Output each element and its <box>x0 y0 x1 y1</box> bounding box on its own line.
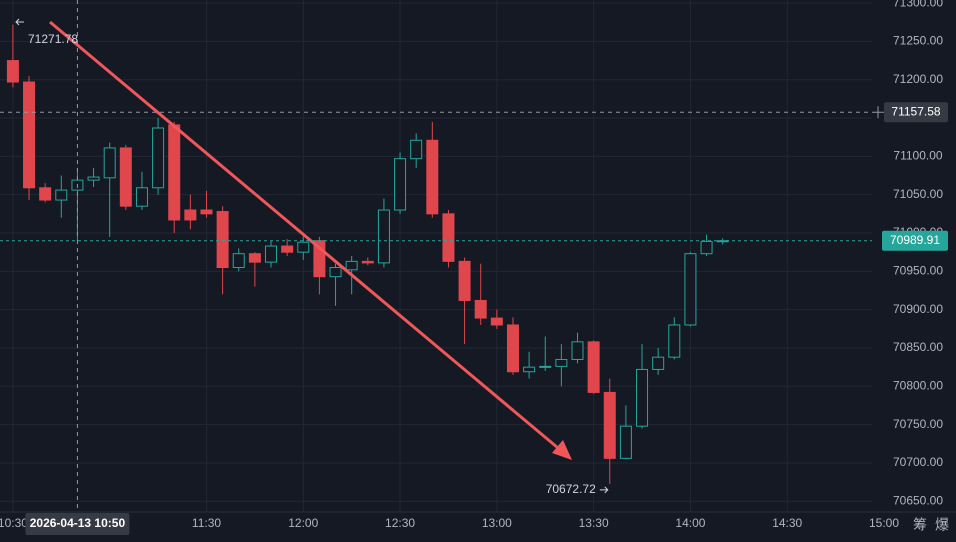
high-label: 71271.78 <box>28 32 78 46</box>
candle-body <box>571 341 584 360</box>
candle-body <box>700 240 713 255</box>
candle-body <box>87 176 100 181</box>
candle-body <box>506 324 519 373</box>
x-tick-label: 14:30 <box>772 516 802 530</box>
candle-body <box>281 245 294 253</box>
candle-body <box>555 358 568 367</box>
price-axis-panel <box>872 0 956 512</box>
candle-body <box>410 139 423 160</box>
low-label: 70672.72 <box>546 482 596 496</box>
y-tick-label: 70850.00 <box>893 340 943 354</box>
plot: 71271.78 70672.72 <box>0 0 872 512</box>
low-arrow-icon <box>599 486 609 494</box>
candle-body <box>248 253 261 263</box>
candle-body <box>652 356 665 370</box>
candle-body <box>587 341 600 393</box>
candle-body <box>474 299 487 319</box>
x-tick-label: 13:30 <box>579 516 609 530</box>
x-tick-label: 12:30 <box>385 516 415 530</box>
candle-body <box>168 124 181 221</box>
candle-body <box>329 266 342 278</box>
candle-body <box>39 187 52 201</box>
y-tick-label: 70800.00 <box>893 378 943 392</box>
candle-body <box>135 187 148 207</box>
high-arrow-icon <box>15 18 24 26</box>
candle-body <box>216 211 229 268</box>
candle-body <box>6 60 19 83</box>
y-tick-label: 71250.00 <box>893 34 943 48</box>
candle-body <box>377 209 390 264</box>
candle-body <box>297 241 310 253</box>
candle-body <box>345 260 358 271</box>
candle-body <box>152 127 165 189</box>
trend-arrow <box>49 20 565 455</box>
x-tick-label: 11:30 <box>192 516 221 530</box>
toolbar-button[interactable]: 爆 <box>935 517 949 533</box>
y-tick-label: 71100.00 <box>893 149 942 163</box>
candle-body <box>539 365 552 368</box>
candle-body <box>119 147 132 207</box>
candle-body <box>684 253 697 326</box>
x-tick-label: 10:30 <box>0 516 28 530</box>
crosshair-time-label: 2026-04-13 10:50 <box>30 516 126 530</box>
y-tick-label: 70900.00 <box>893 302 943 316</box>
candle-body <box>361 260 374 264</box>
candle-body <box>523 366 536 373</box>
last-price-tag <box>882 230 948 251</box>
y-tick-label: 71300.00 <box>893 0 943 9</box>
candle-body <box>23 81 36 189</box>
last-price-label: 70989.91 <box>890 233 940 247</box>
y-tick-label: 70950.00 <box>893 264 943 278</box>
candle-body <box>55 189 68 201</box>
candle-body <box>603 391 616 459</box>
crosshair-price-tag <box>884 102 948 123</box>
candle-body <box>265 245 278 263</box>
candle-body <box>458 260 471 301</box>
x-tick-label: 15:00 <box>869 516 899 530</box>
candle-body <box>668 324 681 358</box>
candle-body <box>394 158 407 211</box>
axes: 70650.00 70700.00 70750.00 70800.00 70850.00… <box>0 0 949 535</box>
toolbar-button[interactable]: 筹 <box>913 517 927 533</box>
y-tick-label: 70650.00 <box>893 493 943 507</box>
crosshair-plus <box>872 106 884 119</box>
crosshair-time-tag <box>25 513 130 535</box>
candle-body <box>636 368 649 427</box>
crosshair-price-label: 71157.58 <box>891 104 940 118</box>
candle-body <box>426 139 439 215</box>
candle-body <box>184 209 197 221</box>
candle-body <box>619 425 632 459</box>
trend-arrow-head <box>552 440 572 460</box>
y-tick-label: 71050.00 <box>893 187 943 201</box>
y-tick-label: 70750.00 <box>893 417 943 431</box>
candle-body <box>442 213 455 262</box>
y-tick-label: 70700.00 <box>893 455 943 469</box>
candle-body <box>103 147 116 179</box>
candle-body <box>200 209 213 215</box>
candle-body <box>232 253 245 268</box>
x-tick-label: 14:00 <box>675 516 705 530</box>
x-tick-label: 12:00 <box>288 516 318 530</box>
y-tick-label: 71200.00 <box>893 72 943 86</box>
candle-body <box>490 317 503 326</box>
x-tick-label: 13:00 <box>482 516 512 530</box>
